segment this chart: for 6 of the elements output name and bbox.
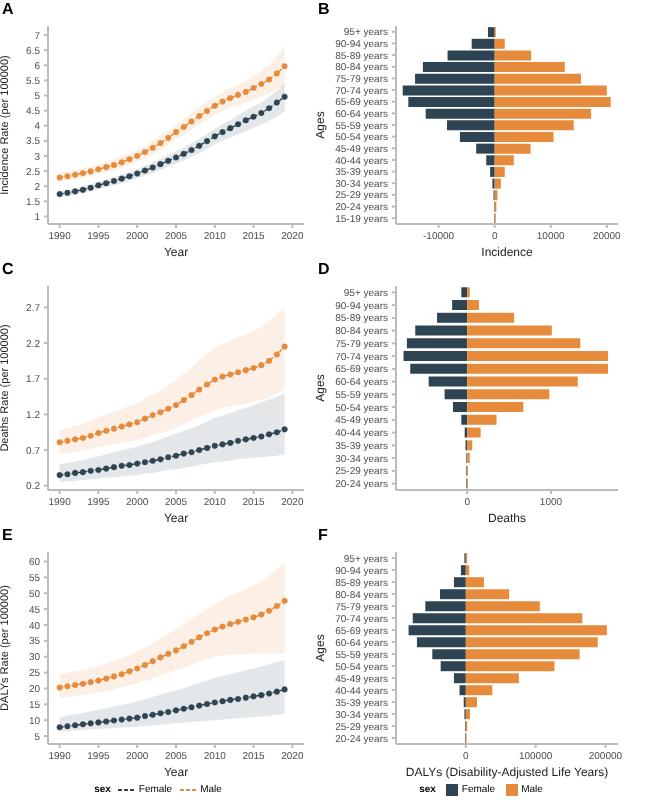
chart-title: A [0, 0, 16, 18]
chart-title: D [316, 260, 332, 278]
chart-title: B [316, 0, 332, 18]
chart-title: C [0, 260, 16, 278]
chart-title: E [0, 526, 15, 544]
chart-title: F [316, 526, 330, 544]
